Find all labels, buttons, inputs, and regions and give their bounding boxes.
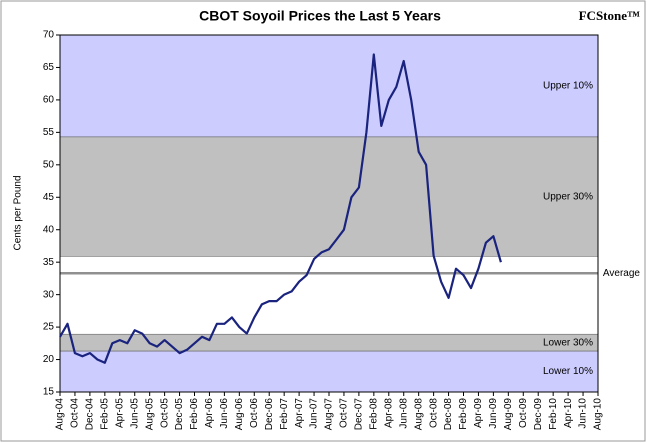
x-tick-label: Aug-05 bbox=[144, 398, 155, 431]
x-tick-label: Aug-08 bbox=[413, 398, 424, 431]
y-tick-label: 15 bbox=[43, 387, 55, 398]
x-tick-label: Aug-10 bbox=[593, 398, 604, 431]
x-tick-label: Jun-08 bbox=[398, 398, 409, 429]
band-label-box bbox=[560, 189, 596, 204]
x-tick-label: Oct-04 bbox=[70, 398, 81, 428]
band-label: Lower 30% bbox=[543, 337, 593, 348]
y-tick-label: 50 bbox=[43, 159, 55, 170]
x-tick-label: Apr-10 bbox=[563, 398, 574, 428]
x-tick-label: Dec-07 bbox=[354, 398, 365, 431]
y-tick-label: 70 bbox=[43, 30, 55, 41]
plot-border bbox=[59, 34, 599, 393]
y-tick-label: 45 bbox=[43, 192, 55, 203]
x-tick-label: Feb-06 bbox=[189, 398, 200, 430]
chart-title: CBOT Soyoil Prices the Last 5 Years bbox=[199, 8, 441, 24]
y-tick-label: 60 bbox=[43, 95, 55, 106]
band bbox=[59, 350, 599, 393]
x-tick-label: Aug-04 bbox=[55, 398, 66, 431]
x-tick-label: Oct-05 bbox=[159, 398, 170, 428]
y-tick-label: 30 bbox=[43, 289, 55, 300]
x-tick-label: Feb-07 bbox=[279, 398, 290, 430]
average-label: Average bbox=[603, 268, 641, 279]
x-tick-label: Jun-07 bbox=[309, 398, 320, 429]
band-label: Lower 10% bbox=[543, 366, 593, 377]
band-label: Upper 10% bbox=[543, 81, 593, 92]
x-tick-label: Feb-05 bbox=[99, 398, 110, 430]
x-tick-label: Dec-04 bbox=[85, 398, 96, 431]
x-tick-label: Apr-09 bbox=[473, 398, 484, 428]
band bbox=[59, 34, 599, 138]
y-axis-label: Cents per Pound bbox=[13, 175, 24, 250]
x-tick-label: Feb-08 bbox=[368, 398, 379, 430]
x-tick-label: Feb-09 bbox=[458, 398, 469, 430]
x-tick-label: Apr-08 bbox=[383, 398, 394, 428]
x-tick-label: Jun-06 bbox=[219, 398, 230, 429]
x-tick-label: Feb-10 bbox=[548, 398, 559, 430]
band bbox=[59, 333, 599, 352]
band-label-box bbox=[560, 364, 596, 379]
x-tick-label: Oct-09 bbox=[518, 398, 529, 428]
y-tick-label: 35 bbox=[43, 257, 55, 268]
band-label-box bbox=[560, 78, 596, 93]
x-tick-label: Jun-10 bbox=[578, 398, 589, 429]
x-tick-label: Oct-08 bbox=[428, 398, 439, 428]
x-tick-label: Apr-05 bbox=[114, 398, 125, 428]
x-tick-label: Apr-06 bbox=[204, 398, 215, 428]
x-tick-label: Aug-07 bbox=[324, 398, 335, 431]
band-label-box bbox=[560, 335, 596, 350]
x-tick-label: Oct-06 bbox=[249, 398, 260, 428]
y-tick-label: 25 bbox=[43, 322, 55, 333]
y-tick-label: 55 bbox=[43, 127, 55, 138]
x-tick-label: Aug-06 bbox=[234, 398, 245, 431]
y-tick-label: 65 bbox=[43, 62, 55, 73]
logo: FCStone™ bbox=[579, 8, 640, 23]
band-label: Upper 30% bbox=[543, 191, 593, 202]
x-tick-label: Dec-09 bbox=[533, 398, 544, 431]
y-tick-label: 20 bbox=[43, 354, 55, 365]
x-tick-label: Aug-09 bbox=[503, 398, 514, 431]
x-tick-label: Jun-05 bbox=[129, 398, 140, 429]
price-line bbox=[59, 53, 502, 364]
y-tick-label: 40 bbox=[43, 224, 55, 235]
x-tick-label: Oct-07 bbox=[339, 398, 350, 428]
band bbox=[59, 136, 599, 257]
x-tick-label: Dec-05 bbox=[174, 398, 185, 431]
x-tick-label: Dec-06 bbox=[264, 398, 275, 431]
x-tick-label: Dec-08 bbox=[443, 398, 454, 431]
x-tick-label: Jun-09 bbox=[488, 398, 499, 429]
x-tick-label: Apr-07 bbox=[294, 398, 305, 428]
